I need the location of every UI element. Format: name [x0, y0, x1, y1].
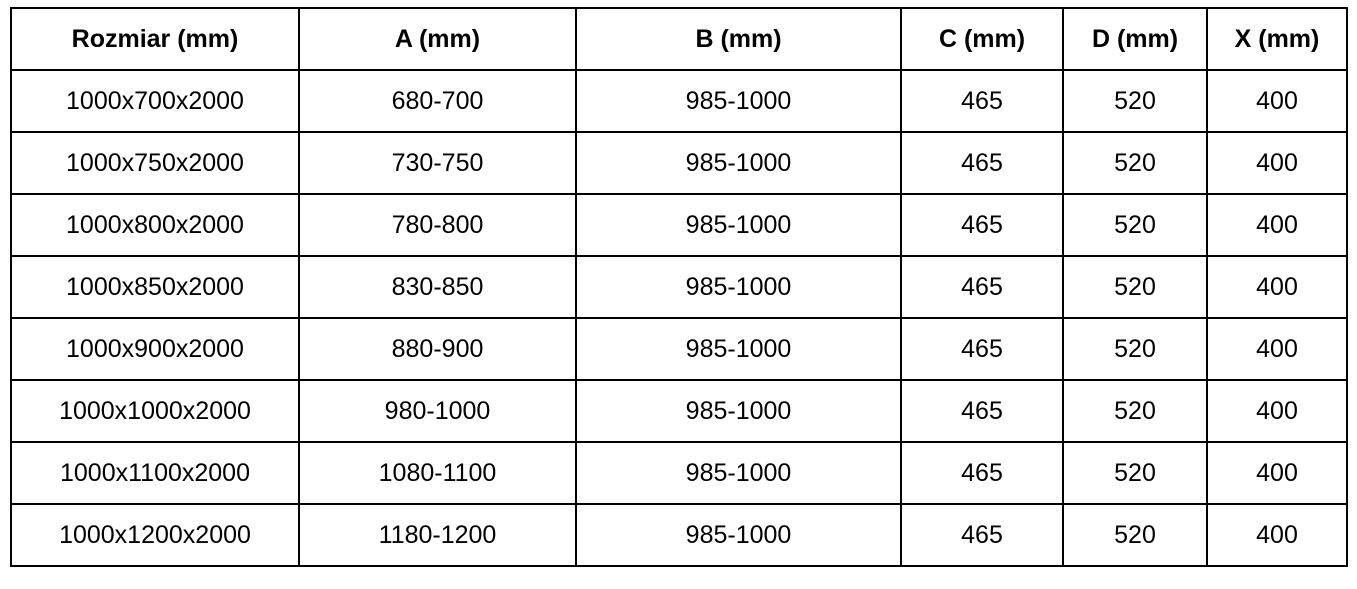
- dimensions-table: Rozmiar (mm) A (mm) B (mm) C (mm) D (mm) X (m…: [10, 7, 1348, 567]
- cell-x: 400: [1206, 193, 1348, 257]
- cell-a: 1180-1200: [298, 503, 577, 567]
- cell-x: 400: [1206, 441, 1348, 505]
- table-row: 1000x1000x2000 980-1000 985-1000 465 520 400: [10, 379, 1348, 443]
- cell-size: 1000x1200x2000: [10, 503, 300, 567]
- cell-a: 730-750: [298, 131, 577, 195]
- column-header-b: B (mm): [575, 7, 902, 71]
- column-header-c: C (mm): [900, 7, 1064, 71]
- cell-x: 400: [1206, 131, 1348, 195]
- cell-d: 520: [1062, 379, 1208, 443]
- cell-d: 520: [1062, 69, 1208, 133]
- cell-x: 400: [1206, 379, 1348, 443]
- cell-b: 985-1000: [575, 69, 902, 133]
- cell-b: 985-1000: [575, 503, 902, 567]
- cell-a: 830-850: [298, 255, 577, 319]
- cell-a: 680-700: [298, 69, 577, 133]
- cell-d: 520: [1062, 503, 1208, 567]
- header-row: Rozmiar (mm) A (mm) B (mm) C (mm) D (mm) X (m…: [10, 7, 1348, 71]
- table-row: 1000x750x2000 730-750 985-1000 465 520 400: [10, 131, 1348, 195]
- cell-c: 465: [900, 503, 1064, 567]
- cell-size: 1000x900x2000: [10, 317, 300, 381]
- cell-c: 465: [900, 379, 1064, 443]
- cell-a: 980-1000: [298, 379, 577, 443]
- cell-c: 465: [900, 131, 1064, 195]
- cell-d: 520: [1062, 255, 1208, 319]
- table-row: 1000x700x2000 680-700 985-1000 465 520 400: [10, 69, 1348, 133]
- cell-size: 1000x700x2000: [10, 69, 300, 133]
- cell-b: 985-1000: [575, 441, 902, 505]
- table-row: 1000x1200x2000 1180-1200 985-1000 465 520 400: [10, 503, 1348, 567]
- table-row: 1000x850x2000 830-850 985-1000 465 520 400: [10, 255, 1348, 319]
- cell-d: 520: [1062, 317, 1208, 381]
- cell-c: 465: [900, 193, 1064, 257]
- cell-x: 400: [1206, 503, 1348, 567]
- cell-b: 985-1000: [575, 317, 902, 381]
- cell-size: 1000x1100x2000: [10, 441, 300, 505]
- cell-a: 880-900: [298, 317, 577, 381]
- cell-x: 400: [1206, 69, 1348, 133]
- cell-size: 1000x750x2000: [10, 131, 300, 195]
- cell-x: 400: [1206, 255, 1348, 319]
- table-row: 1000x900x2000 880-900 985-1000 465 520 400: [10, 317, 1348, 381]
- cell-a: 1080-1100: [298, 441, 577, 505]
- table-row: 1000x800x2000 780-800 985-1000 465 520 400: [10, 193, 1348, 257]
- column-header-a: A (mm): [298, 7, 577, 71]
- cell-c: 465: [900, 317, 1064, 381]
- cell-size: 1000x1000x2000: [10, 379, 300, 443]
- cell-size: 1000x800x2000: [10, 193, 300, 257]
- cell-c: 465: [900, 255, 1064, 319]
- cell-c: 465: [900, 69, 1064, 133]
- cell-b: 985-1000: [575, 255, 902, 319]
- cell-b: 985-1000: [575, 193, 902, 257]
- column-header-d: D (mm): [1062, 7, 1208, 71]
- cell-c: 465: [900, 441, 1064, 505]
- cell-a: 780-800: [298, 193, 577, 257]
- table-row: 1000x1100x2000 1080-1100 985-1000 465 520 400: [10, 441, 1348, 505]
- cell-b: 985-1000: [575, 379, 902, 443]
- cell-size: 1000x850x2000: [10, 255, 300, 319]
- cell-x: 400: [1206, 317, 1348, 381]
- cell-d: 520: [1062, 193, 1208, 257]
- cell-d: 520: [1062, 441, 1208, 505]
- column-header-x: X (mm): [1206, 7, 1348, 71]
- cell-d: 520: [1062, 131, 1208, 195]
- cell-b: 985-1000: [575, 131, 902, 195]
- column-header-size: Rozmiar (mm): [10, 7, 300, 71]
